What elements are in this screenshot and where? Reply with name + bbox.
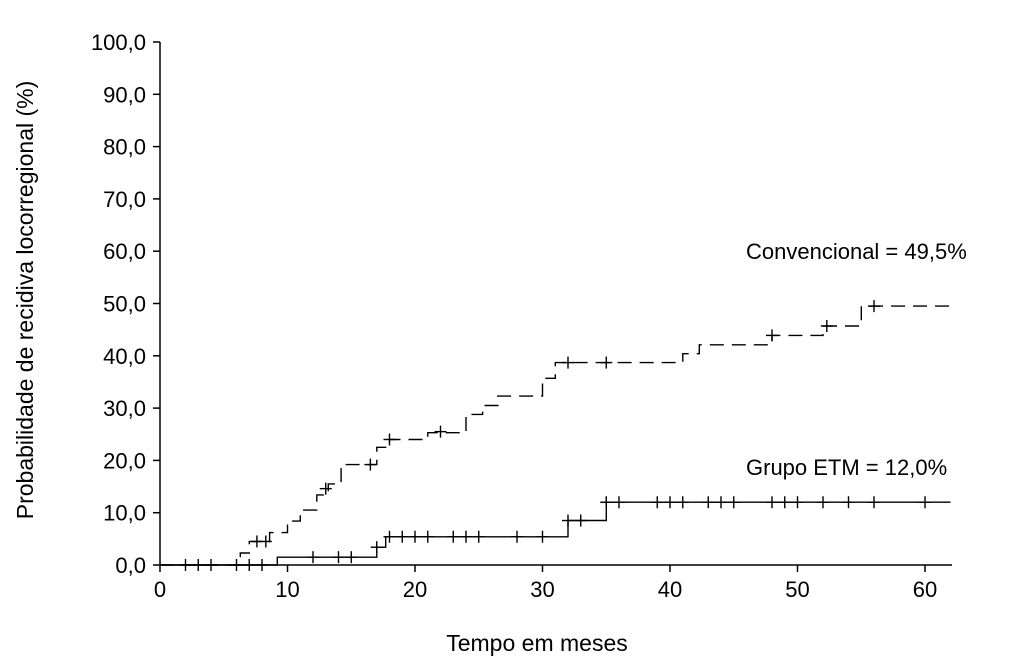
y-tick-label: 50,0 <box>103 292 146 317</box>
censor-mark <box>421 530 434 543</box>
censor-mark <box>820 319 833 332</box>
censor-mark <box>664 496 676 509</box>
x-tick-label: 20 <box>403 577 427 602</box>
censor-mark <box>613 496 625 509</box>
x-tick-label: 0 <box>154 577 166 602</box>
censor-mark <box>205 559 217 571</box>
censor-mark <box>766 496 778 509</box>
y-tick-label: 60,0 <box>103 239 146 264</box>
censor-mark <box>536 530 549 543</box>
censor-mark <box>919 496 931 509</box>
y-tick-label: 80,0 <box>103 135 146 160</box>
censor-mark <box>460 530 472 543</box>
censor-mark <box>702 496 715 509</box>
censor-mark <box>817 496 829 509</box>
y-tick-label: 40,0 <box>103 344 146 369</box>
censor-mark <box>472 530 485 543</box>
x-ticks: 0 10 20 30 40 50 60 <box>154 565 937 602</box>
annotation-convencional: Convencional = 49,5% <box>746 239 967 264</box>
censor-mark <box>511 530 523 543</box>
series-layer <box>160 300 951 571</box>
censor-mark <box>345 551 358 564</box>
series-line-1 <box>160 501 951 566</box>
y-tick-label: 0,0 <box>115 553 146 578</box>
censor-mark <box>868 300 880 313</box>
censor-mark <box>651 496 664 509</box>
y-tick-label: 10,0 <box>103 501 146 526</box>
censor-mark <box>332 551 345 564</box>
y-tick-label: 30,0 <box>103 396 146 421</box>
x-tick-label: 30 <box>530 577 554 602</box>
censor-mark <box>243 559 256 571</box>
y-axis-title: Probabilidade de recidiva locorregional … <box>12 81 38 520</box>
x-tick-label: 60 <box>913 577 937 602</box>
censor-mark <box>256 559 268 571</box>
censor-mark <box>715 496 727 509</box>
x-tick-label: 50 <box>785 577 809 602</box>
censor-mark <box>766 329 778 342</box>
x-tick-label: 40 <box>658 577 682 602</box>
censor-mark <box>562 356 574 369</box>
y-tick-label: 20,0 <box>103 448 146 473</box>
censor-mark <box>230 559 243 571</box>
censor-mark <box>319 482 332 495</box>
series-line-0 <box>160 305 951 566</box>
censor-mark <box>192 559 205 571</box>
censor-mark <box>676 496 689 509</box>
censor-mark <box>370 541 383 554</box>
censor-mark <box>600 356 613 369</box>
censor-mark <box>791 496 804 509</box>
censor-mark <box>447 530 460 543</box>
censor-mark <box>383 530 396 543</box>
censor-mark <box>307 551 319 564</box>
y-tick-label: 100,0 <box>91 30 146 55</box>
y-ticks: 0,0 10,0 20,0 30,0 40,0 50,0 60,0 70,0 80,0 90,0 1… <box>91 30 160 578</box>
y-tick-label: 90,0 <box>103 82 146 107</box>
axes <box>159 42 952 566</box>
censor-mark <box>868 496 880 509</box>
censor-mark <box>179 559 192 571</box>
annotation-grupo-etm: Grupo ETM = 12,0% <box>746 455 947 480</box>
censor-mark <box>434 425 447 438</box>
censor-mark <box>396 530 409 543</box>
y-tick-label: 70,0 <box>103 187 146 212</box>
x-tick-label: 10 <box>275 577 299 602</box>
x-axis-title: Tempo em meses <box>446 630 628 656</box>
censor-mark <box>409 530 421 543</box>
censor-mark <box>562 514 574 527</box>
censor-mark <box>778 496 791 509</box>
censor-mark <box>727 496 740 509</box>
censor-mark <box>574 514 587 527</box>
censor-mark <box>259 535 272 548</box>
censor-mark <box>842 496 855 509</box>
censor-mark <box>383 433 396 446</box>
censor-mark <box>600 496 613 509</box>
censor-mark <box>364 458 377 471</box>
